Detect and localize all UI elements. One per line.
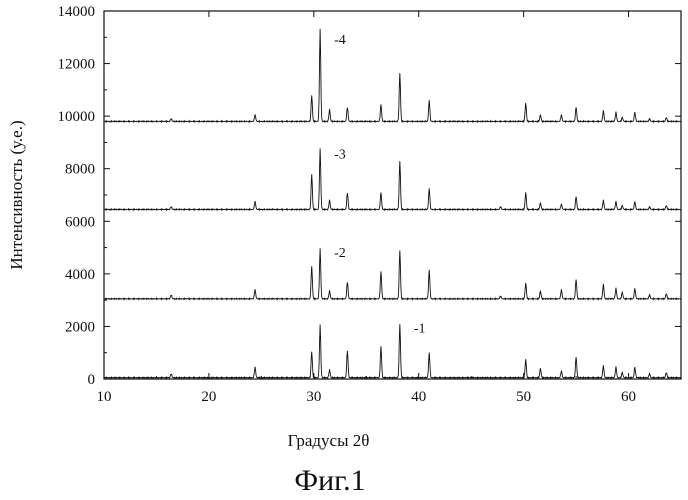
series-label: -4 (334, 33, 346, 48)
x-tick-label: 20 (201, 389, 216, 405)
y-tick-label: 10000 (58, 109, 96, 125)
series-label: -3 (334, 148, 346, 163)
y-tick-label: 2000 (65, 319, 95, 335)
y-tick-label: 8000 (65, 162, 95, 178)
y-tick-label: 6000 (65, 214, 95, 230)
x-tick-label: 50 (516, 389, 531, 405)
figure-caption: Фиг.1 (294, 464, 365, 497)
y-axis-title: Интенсивность (у.е.) (7, 120, 26, 269)
y-tick-label: 12000 (58, 57, 96, 73)
y-tick-label: 0 (88, 372, 96, 388)
x-tick-label: 30 (306, 389, 321, 405)
x-tick-label: 10 (97, 389, 112, 405)
x-tick-label: 60 (621, 389, 636, 405)
series-label: -2 (334, 246, 346, 261)
x-axis-title: Градусы 2θ (288, 431, 370, 450)
y-tick-label: 14000 (58, 4, 96, 20)
series-label: -1 (414, 321, 426, 336)
x-tick-label: 40 (411, 389, 426, 405)
y-tick-label: 4000 (65, 267, 95, 283)
